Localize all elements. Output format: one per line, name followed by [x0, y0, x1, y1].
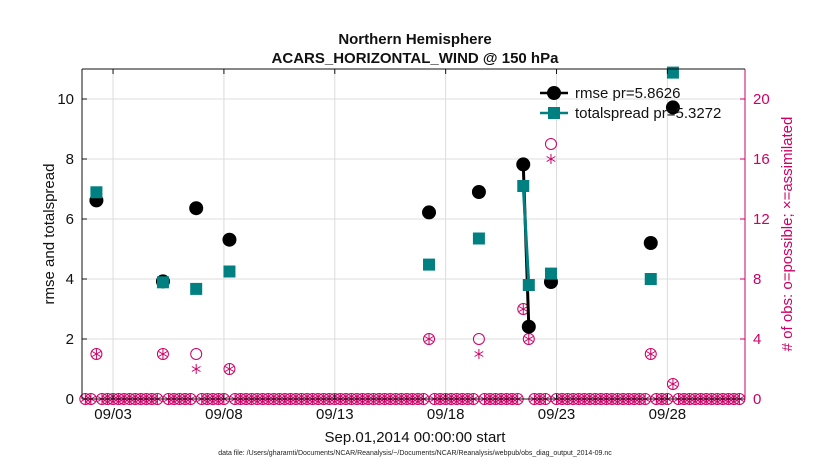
x-tick-label: 09/18	[427, 406, 465, 423]
chart-subtitle: ACARS_HORIZONTAL_WIND @ 150 hPa	[272, 50, 560, 67]
spread-point	[644, 273, 657, 285]
spread-point	[156, 276, 169, 289]
axes: 09/03 09/08 09/13 09/18 09/23 09/28 0 2 4 6 8 10 0 4 8…	[57, 68, 770, 423]
spread-point	[472, 232, 485, 245]
legend-rmse-label: rmse pr=5.8626	[575, 85, 680, 102]
y-tick-label-left: 10	[57, 91, 74, 108]
obs-assimilated-point	[546, 154, 556, 164]
obs-possible-point	[472, 333, 485, 345]
chart-title: Northern Hemisphere	[338, 31, 491, 48]
obs-assimilated-point	[224, 364, 235, 374]
obs-possible-point	[423, 333, 436, 345]
obs-assimilated-point	[191, 364, 201, 374]
y-tick-label-right: 8	[753, 271, 761, 288]
y-tick-label-right: 12	[753, 211, 770, 228]
spread-line	[521, 185, 531, 286]
rmse-point	[665, 100, 680, 115]
y-axis-label-left: rmse and totalspread	[41, 164, 58, 305]
legend-spread-label: totalspread pr=5.3272	[575, 105, 721, 122]
y-tick-label-left: 0	[66, 391, 74, 408]
rmse-point	[516, 157, 531, 172]
obs-assimilated-point	[424, 334, 434, 344]
y-tick-label-left: 6	[66, 211, 74, 228]
spread-point	[517, 180, 530, 192]
y-tick-label-left: 4	[66, 271, 74, 288]
data-file-footnote: data file: /Users/gharamti/Documents/NCA…	[218, 450, 612, 457]
y-axis-label-right: # of obs: o=possible; ×=assimilated	[779, 117, 796, 352]
spread-point	[522, 279, 535, 291]
grid	[82, 69, 745, 400]
x-axis-label: Sep.01,2014 00:00:00 start	[325, 429, 507, 446]
obs-possible-point	[544, 138, 557, 150]
spread-point	[223, 265, 236, 278]
y-tick-label-left: 8	[66, 151, 74, 168]
obs-possible-point	[644, 348, 657, 360]
obs-possible-point	[666, 378, 679, 390]
obs-assimilated-point	[518, 304, 528, 314]
x-tick-label: 09/28	[649, 406, 687, 423]
rmse-point	[189, 201, 204, 216]
legend-rmse-marker	[547, 86, 561, 100]
y-tick-label-right: 20	[753, 91, 770, 108]
y-tick-label-right: 16	[753, 151, 770, 168]
x-tick-label: 09/23	[538, 406, 576, 423]
obs-assimilated-point	[474, 349, 484, 359]
y-tick-label-left: 2	[66, 331, 74, 348]
spread-point	[544, 267, 557, 280]
x-tick-label: 09/08	[205, 406, 243, 423]
spread-point	[423, 258, 436, 271]
obs-assimilated-point	[91, 349, 101, 359]
spread-point	[90, 186, 103, 199]
y-tick-label-right: 4	[753, 331, 761, 348]
obs-possible-point	[223, 363, 236, 375]
legend: rmse pr=5.8626 totalspread pr=5.3272	[540, 85, 721, 122]
obs-assimilated-point	[668, 379, 678, 389]
rmse-point	[422, 205, 437, 220]
rmse-point	[222, 232, 237, 247]
spread-point	[666, 66, 679, 79]
y-tick-label-right: 0	[753, 391, 761, 408]
rmse-point	[643, 236, 658, 250]
obs-possible-point	[156, 348, 169, 360]
plot-background	[82, 69, 745, 399]
obs-assimilated-point	[524, 334, 534, 344]
x-tick-label: 09/13	[316, 406, 354, 423]
obs-assimilated-point	[158, 349, 168, 359]
obs-possible-point	[90, 348, 103, 360]
legend-spread-marker	[548, 107, 560, 119]
x-tick-label: 09/03	[94, 406, 132, 423]
spread-point	[190, 282, 203, 295]
obs-assimilated-point	[646, 349, 656, 359]
rmse-point	[521, 319, 536, 334]
rmse-point	[471, 185, 486, 199]
obs-possible-point	[190, 348, 203, 360]
